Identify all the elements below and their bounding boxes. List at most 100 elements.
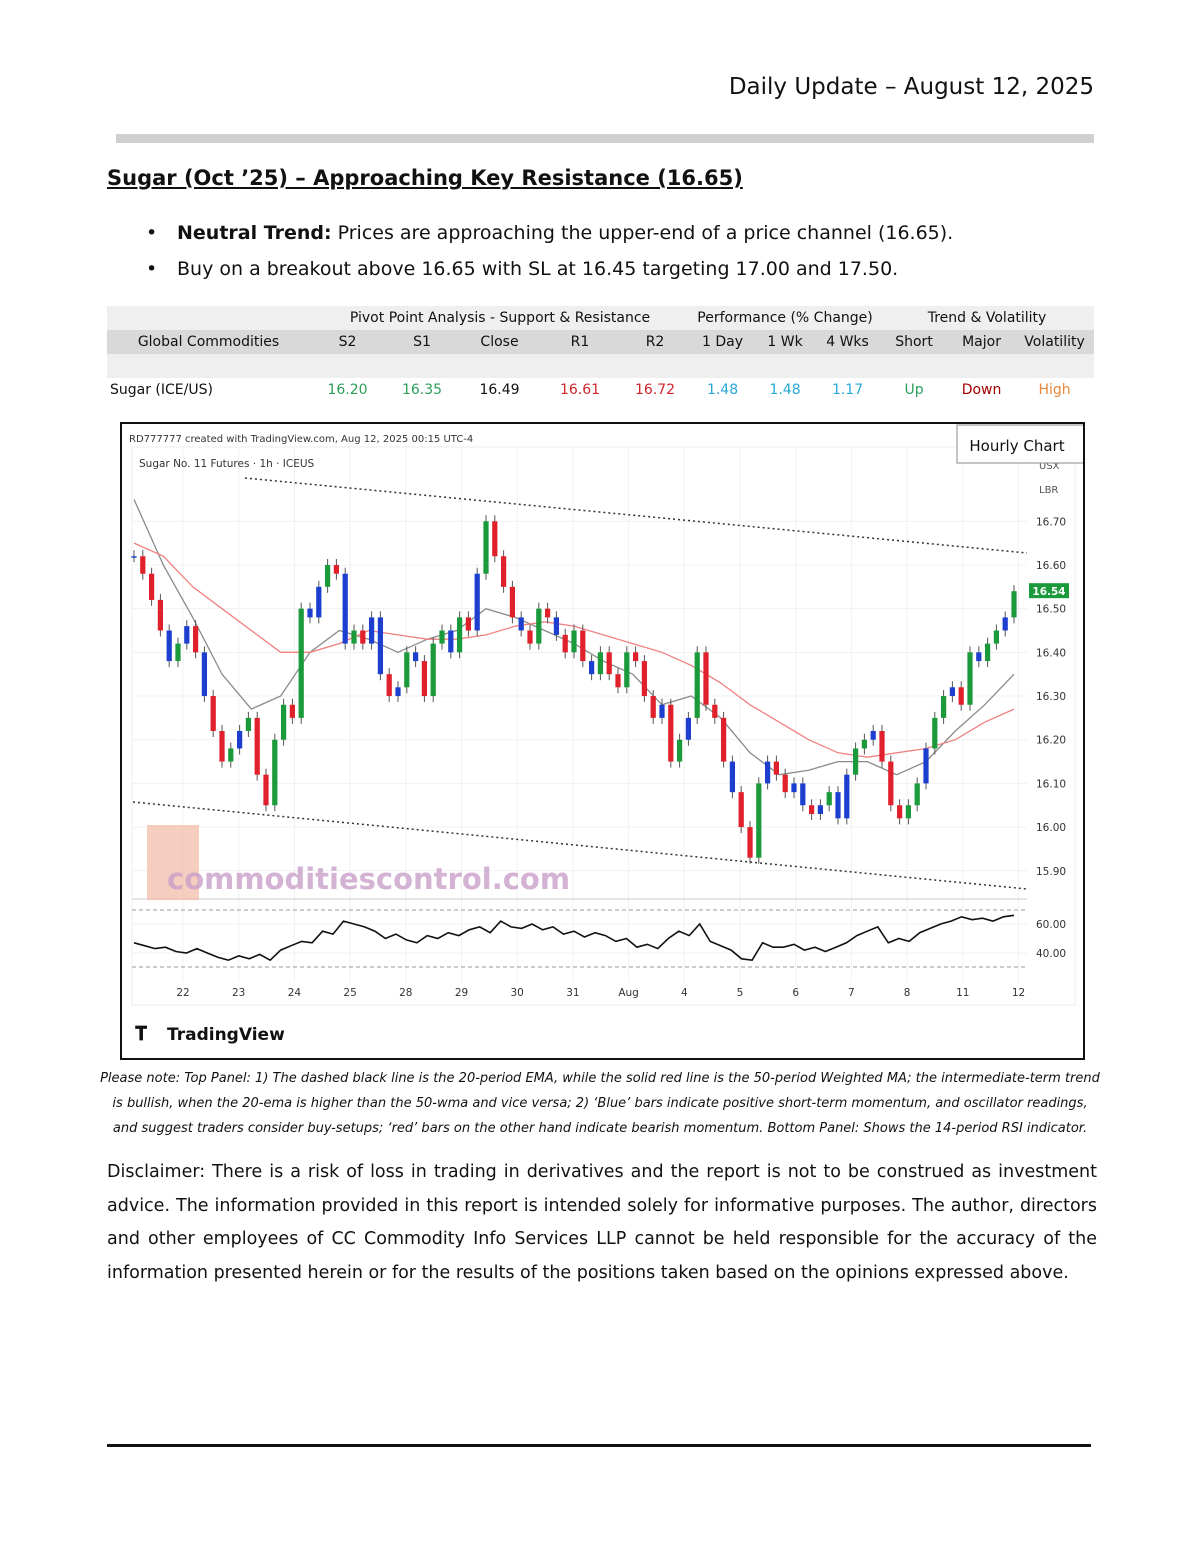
x-tick-label: 30 (511, 987, 524, 999)
x-tick-label: 23 (232, 987, 245, 999)
candle-body (826, 792, 832, 806)
candle-body (747, 827, 753, 858)
disclaimer: Disclaimer: There is a risk of loss in t… (107, 1162, 1097, 1283)
x-tick-label: 7 (848, 987, 855, 999)
candle-body (914, 783, 920, 806)
candle-body (333, 564, 340, 574)
candle-body (773, 761, 780, 775)
candle-body (562, 634, 568, 653)
candle-body (896, 805, 903, 819)
candle-body (571, 630, 577, 653)
x-tick-label: 25 (343, 987, 356, 999)
column-header: Global Commodities (107, 330, 310, 354)
candle-body (923, 748, 929, 784)
candle-body (597, 652, 604, 675)
candle-body (254, 717, 260, 775)
candle-body (967, 652, 973, 705)
candle-body (404, 652, 410, 688)
bullet-text: Buy on a breakout above 16.65 with SL at… (177, 258, 899, 280)
candle-body (940, 696, 947, 718)
candle-body (131, 556, 137, 558)
candle-body (263, 774, 269, 806)
candle-body (307, 608, 313, 618)
candle-body (148, 573, 155, 600)
candle-body (650, 696, 656, 718)
candle-body (492, 521, 498, 557)
candle-body (932, 717, 938, 749)
candle-body (280, 704, 287, 740)
candle-body (879, 730, 885, 762)
candle-body (685, 717, 692, 740)
candle-body (377, 617, 384, 675)
candle-body (817, 805, 824, 814)
column-header: Volatility (1015, 330, 1095, 354)
candle-body (395, 687, 401, 697)
cell: 16.20 (310, 378, 385, 402)
cell: 16.72 (620, 378, 691, 402)
candle-body (764, 761, 771, 784)
chart: 22 23 24 25 28 29 30 31 Aug 4 5 6 7 8 11 12 15.90 16.00 16… (129, 424, 1087, 1045)
y-tick-label: 16.30 (1036, 691, 1066, 703)
candle-body (588, 661, 595, 675)
candle-body (316, 586, 322, 618)
candle-body (483, 521, 489, 574)
candle-body (729, 761, 736, 793)
x-tick-label: 29 (455, 987, 468, 999)
candle-body (368, 617, 375, 644)
group-header: Pivot Point Analysis - Support & Resista… (310, 306, 691, 330)
candle-body (236, 730, 243, 749)
spacer-row (107, 354, 1095, 378)
chart-label: Hourly Chart (969, 437, 1064, 455)
candle-body (791, 783, 797, 793)
candle-body (624, 652, 630, 688)
cell: High (1015, 378, 1095, 402)
candle-body (659, 704, 665, 718)
column-header: R1 (540, 330, 620, 354)
cell: Sugar (ICE/US) (107, 378, 310, 402)
x-tick-label: 12 (1012, 987, 1025, 999)
candle-body (474, 573, 480, 631)
candle-body (298, 608, 304, 718)
y-tick-label: 16.20 (1036, 735, 1066, 747)
y-tick-label: 16.40 (1036, 647, 1066, 659)
candle-body (439, 630, 445, 644)
candle-body (606, 652, 612, 675)
x-tick-label: 22 (176, 987, 189, 999)
divider (116, 134, 1094, 143)
y-tick-label: 16.00 (1036, 822, 1066, 834)
chart-note: Please note: Top Panel: 1) The dashed bl… (100, 1071, 1100, 1136)
candle-body (536, 608, 542, 644)
candle-body (861, 739, 868, 749)
last-price-tag (1029, 583, 1069, 599)
candle-body (632, 652, 639, 662)
cell (107, 306, 310, 330)
cell: Down (948, 378, 1016, 402)
x-tick-label: 4 (681, 987, 688, 999)
candle-body (219, 730, 225, 762)
x-tick-label: 5 (737, 987, 744, 999)
candle-body (456, 617, 463, 653)
candle-body (870, 730, 876, 740)
rsi-line (133, 914, 1015, 962)
unit-label: LBR (1039, 485, 1058, 496)
bullet: • Neutral Trend: Prices are approaching t… (146, 222, 954, 244)
x-tick-label: 28 (399, 987, 412, 999)
candle-body (500, 556, 507, 587)
chart-frame: 22 23 24 25 28 29 30 31 Aug 4 5 6 7 8 11 12 15.90 16.00 16… (120, 422, 1087, 1060)
candle-body (192, 626, 199, 653)
y-tick-label: 15.90 (1036, 866, 1066, 878)
candle-body (756, 783, 762, 858)
candle-body (430, 643, 436, 697)
candle-body (976, 652, 982, 662)
candle-body (615, 674, 621, 688)
y-tick-label: 16.10 (1036, 778, 1066, 790)
chart-symbol: Sugar No. 11 Futures · 1h · ICEUS (139, 458, 315, 470)
candle-body (448, 630, 454, 653)
candle-body (360, 630, 366, 644)
x-tick-label: 11 (956, 987, 969, 999)
bullet-text: Prices are approaching the upper-end of … (337, 222, 954, 244)
candle-body (544, 608, 551, 618)
candle-body (272, 739, 278, 806)
candle-body (993, 630, 1000, 644)
x-tick-label: Aug (618, 987, 639, 999)
